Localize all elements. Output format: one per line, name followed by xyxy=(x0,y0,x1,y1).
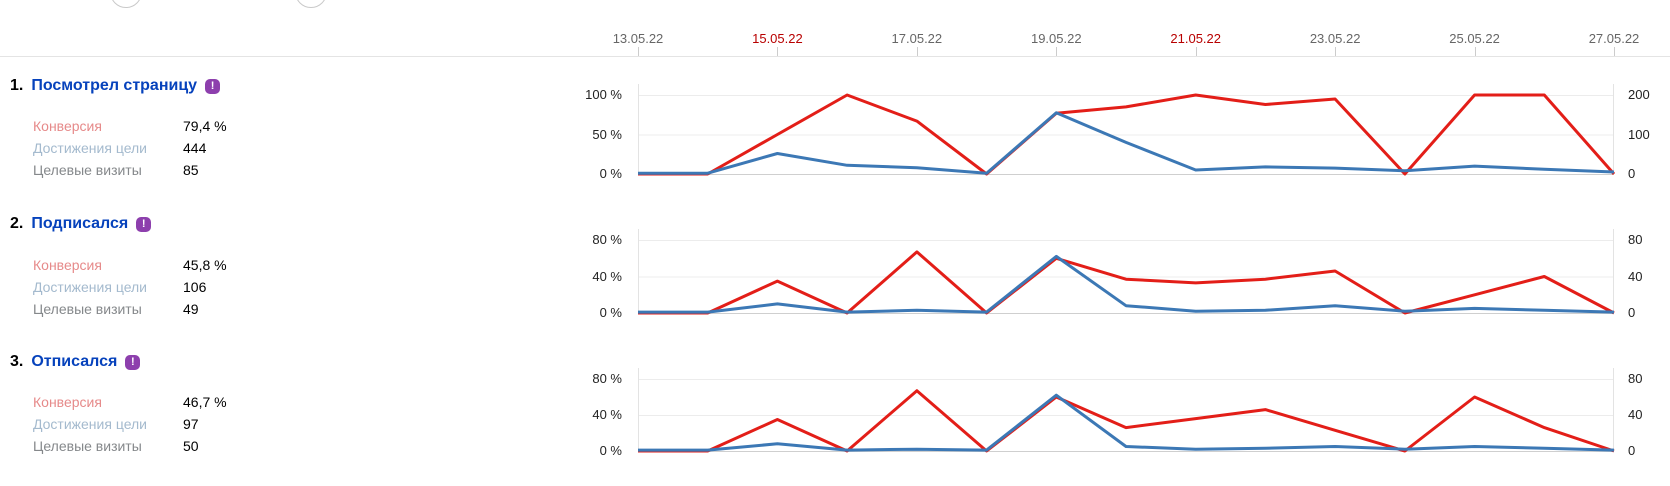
achievements-label: Достижения цели xyxy=(33,140,148,156)
conversion-value: 46,7 % xyxy=(183,394,227,410)
stat-row-conversion: Конверсия 45,8 % xyxy=(33,254,227,276)
date-axis-tick xyxy=(777,47,779,56)
goal-info-badge-icon[interactable]: ! xyxy=(205,78,221,94)
target-visits-value: 49 xyxy=(183,301,199,317)
target-visits-label: Целевые визиты xyxy=(33,301,142,317)
date-axis-tick xyxy=(638,47,639,56)
conversion-line[interactable] xyxy=(638,389,1615,453)
left-axis-tick-label: 0 % xyxy=(599,305,622,320)
achievements-line[interactable] xyxy=(638,111,1615,175)
achievements-value: 97 xyxy=(183,416,199,432)
date-axis-tick xyxy=(1614,47,1615,56)
conversion-label: Конверсия xyxy=(33,118,102,134)
cropped-circle-icon xyxy=(295,0,327,8)
goal-number: 1. xyxy=(10,77,24,94)
date-axis-label: 15.05.22 xyxy=(752,31,803,46)
stat-row-achievements: Достижения цели 444 xyxy=(33,137,227,159)
left-axis-tick-label: 80 % xyxy=(592,232,622,247)
left-axis-tick-label: 40 % xyxy=(592,268,622,284)
date-axis-tick xyxy=(1474,47,1476,56)
goal-number: 3. xyxy=(10,353,24,370)
conversion-line[interactable] xyxy=(638,250,1615,315)
conversion-label: Конверсия xyxy=(33,394,102,410)
goal-title-row: 1. Посмотрел страницу ! xyxy=(10,77,221,95)
date-axis-tick xyxy=(1335,47,1337,56)
right-axis-tick-label: 0 xyxy=(1628,443,1636,458)
right-axis-tick-label: 40 xyxy=(1628,268,1643,284)
stat-row-achievements: Достижения цели 106 xyxy=(33,276,227,298)
chart-canvas xyxy=(638,368,1615,453)
stat-row-achievements: Достижения цели 97 xyxy=(33,413,227,435)
achievements-label: Достижения цели xyxy=(33,279,148,295)
conversion-value: 45,8 % xyxy=(183,257,227,273)
goal-stats: Конверсия 79,4 % Достижения цели 444 Цел… xyxy=(33,115,227,181)
right-axis-tick-label: 80 xyxy=(1628,232,1643,247)
chart-canvas xyxy=(638,229,1615,315)
stat-row-target-visits: Целевые визиты 49 xyxy=(33,298,227,320)
goal-chart-1 xyxy=(637,84,1616,183)
right-axis-tick-label: 200 xyxy=(1628,87,1650,102)
goal-title-link[interactable]: Посмотрел страницу xyxy=(31,77,198,94)
left-axis-tick-label: 0 % xyxy=(599,443,622,458)
date-axis-label: 23.05.22 xyxy=(1309,31,1361,46)
goal-chart-3 xyxy=(637,368,1615,460)
date-axis-label: 17.05.22 xyxy=(891,31,943,46)
target-visits-label: Целевые визиты xyxy=(33,438,142,454)
chart-canvas xyxy=(638,84,1616,176)
goal-info-badge-icon[interactable]: ! xyxy=(125,354,141,370)
right-axis-tick-label: 80 xyxy=(1628,371,1643,386)
axis-baseline xyxy=(0,56,1670,57)
achievements-line[interactable] xyxy=(638,254,1615,314)
conversion-label: Конверсия xyxy=(33,257,102,273)
conversion-value: 79,4 % xyxy=(183,118,227,134)
stat-row-conversion: Конверсия 79,4 % xyxy=(33,115,227,137)
date-axis-tick xyxy=(916,47,918,56)
goal-title-link[interactable]: Подписался xyxy=(31,215,129,232)
date-axis-label: 25.05.22 xyxy=(1449,31,1500,46)
date-axis-label: 21.05.22 xyxy=(1170,31,1221,46)
stat-row-target-visits: Целевые визиты 85 xyxy=(33,159,227,181)
left-axis-tick-label: 50 % xyxy=(592,126,622,142)
left-axis-tick-label: 40 % xyxy=(592,407,622,422)
date-axis-label: 13.05.22 xyxy=(612,31,664,46)
date-axis-tick xyxy=(1056,47,1058,56)
left-axis-tick-label: 100 % xyxy=(585,87,622,102)
date-axis-tick xyxy=(1195,47,1197,56)
right-axis-tick-label: 100 xyxy=(1628,126,1650,142)
date-axis-label: 27.05.22 xyxy=(1588,31,1640,46)
right-axis-tick-label: 40 xyxy=(1628,407,1643,422)
date-axis-label: 19.05.22 xyxy=(1030,31,1082,46)
left-axis-tick-label: 80 % xyxy=(592,371,622,386)
target-visits-value: 85 xyxy=(183,162,199,178)
achievements-value: 444 xyxy=(183,140,207,156)
right-axis-tick-label: 0 xyxy=(1628,166,1636,181)
target-visits-label: Целевые визиты xyxy=(33,162,142,178)
target-visits-value: 50 xyxy=(183,438,199,454)
right-axis-tick-label: 0 xyxy=(1628,305,1636,320)
achievements-value: 106 xyxy=(183,279,207,295)
achievements-label: Достижения цели xyxy=(33,416,148,432)
goal-info-badge-icon[interactable]: ! xyxy=(136,216,152,232)
stat-row-conversion: Конверсия 46,7 % xyxy=(33,391,227,413)
goal-stats: Конверсия 45,8 % Достижения цели 106 Цел… xyxy=(33,254,227,320)
achievements-line[interactable] xyxy=(638,393,1615,452)
cropped-circle-icon xyxy=(110,0,142,8)
left-axis-tick-label: 0 % xyxy=(599,166,622,181)
stat-row-target-visits: Целевые визиты 50 xyxy=(33,435,227,457)
goal-title-link[interactable]: Отписался xyxy=(31,353,118,370)
goal-chart-2 xyxy=(637,229,1615,322)
goal-stats: Конверсия 46,7 % Достижения цели 97 Целе… xyxy=(33,391,227,457)
conversion-line[interactable] xyxy=(638,93,1616,176)
goal-title-row: 2. Подписался ! xyxy=(10,215,152,233)
goal-title-row: 3. Отписался ! xyxy=(10,353,141,371)
goal-number: 2. xyxy=(10,215,24,232)
